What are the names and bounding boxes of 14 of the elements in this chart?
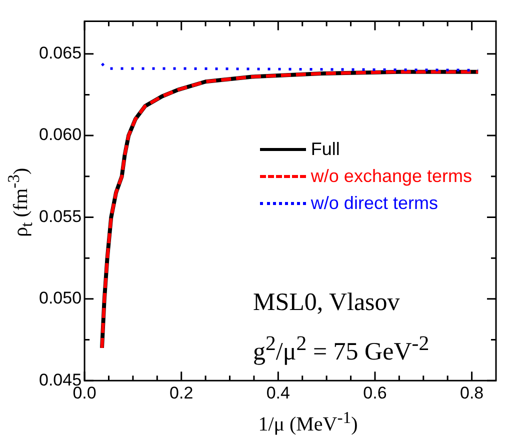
legend-label: w/o direct terms: [310, 193, 438, 214]
x-tick-label: 0.2: [170, 383, 194, 402]
y-tick-label: 0.060: [38, 125, 82, 144]
legend-label: w/o exchange terms: [310, 166, 472, 187]
annotation: MSL0, Vlasov: [253, 288, 401, 318]
legend-label: Full: [310, 139, 340, 160]
x-tick-label: 0.4: [266, 383, 290, 402]
x-tick-label: 0.8: [460, 383, 484, 402]
annotation: g$^{2}$/μ$^{2}$ = 75 GeV$^{-2}$: [253, 330, 430, 368]
x-tick-label: 0.6: [363, 383, 387, 402]
y-tick-label: 0.055: [38, 206, 82, 226]
y-tick-label: 0.065: [38, 44, 82, 63]
x-axis-title: 1/μ (MeV$^{-1}$): [257, 408, 359, 437]
y-tick-label: 0.050: [38, 288, 82, 308]
